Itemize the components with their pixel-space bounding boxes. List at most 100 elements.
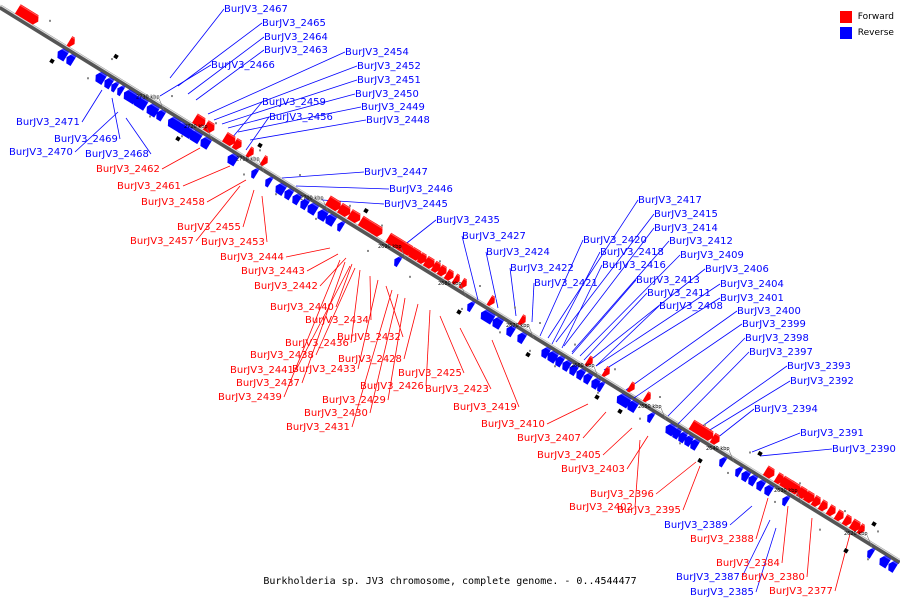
tick-mark [528, 326, 535, 339]
forward-gene-label: BurJV3_2423 [425, 384, 489, 395]
reverse-gene-label: BurJV3_2463 [264, 45, 328, 56]
reverse-leader-line [563, 227, 655, 347]
feature-dot [749, 451, 751, 454]
tick-label: 2730 kbp [136, 95, 160, 101]
forward-gene-6 [245, 146, 257, 158]
reverse-gene-label: BurJV3_2392 [790, 376, 854, 387]
reverse-gene-label: BurJV3_2398 [745, 333, 809, 344]
reverse-leader-line [227, 93, 356, 129]
forward-gene-label: BurJV3_2436 [285, 338, 349, 349]
reverse-gene-label: BurJV3_2418 [600, 247, 664, 258]
forward-gene-28 [601, 366, 613, 377]
forward-gene-5 [231, 137, 245, 150]
reverse-leader-line [207, 51, 346, 115]
reverse-gene-34 [562, 358, 573, 372]
reverse-leader-line [509, 267, 517, 317]
reverse-gene-12 [189, 128, 203, 145]
small-feature [871, 521, 877, 527]
reverse-leader-line [539, 239, 584, 337]
forward-leader-line [834, 533, 851, 592]
forward-gene-23 [451, 273, 463, 285]
reverse-leader-line [693, 365, 788, 433]
coordinate-ticks: 2730 kbp 2720 kbp 2710 kbp 2700 kbp 2690 kbp… [136, 95, 873, 547]
reverse-leader-line [169, 8, 225, 79]
tick-label: 2720 kbp [184, 124, 208, 130]
forward-gene-label: BurJV3_2402 [569, 502, 633, 513]
forward-gene-label: BurJV3_2380 [741, 572, 805, 583]
reverse-gene-32 [547, 349, 560, 364]
forward-gene-11 [347, 209, 363, 224]
feature-dot [149, 115, 151, 118]
reverse-gene-49 [735, 465, 744, 478]
forward-gene-label: BurJV3_2377 [769, 586, 833, 597]
reverse-gene-label: BurJV3_2409 [680, 250, 744, 261]
forward-gene-label: BurJV3_2429 [322, 395, 386, 406]
forward-gene-0 [14, 4, 41, 25]
feature-dot [614, 368, 616, 371]
forward-gene-label: BurJV3_2440 [270, 302, 334, 313]
reverse-gene-label: BurJV3_2450 [355, 89, 419, 100]
forward-gene-17 [408, 246, 424, 261]
forward-leader-line [306, 253, 339, 272]
reverse-gene-label: BurJV3_2456 [269, 112, 333, 123]
feature-dot [799, 482, 801, 485]
forward-gene-29 [626, 381, 638, 393]
forward-gene-24 [458, 277, 470, 289]
feature-dot [639, 417, 641, 420]
feature-dot [679, 442, 681, 445]
reverse-gene-7 [133, 94, 149, 111]
reverse-gene-4 [111, 80, 120, 93]
reverse-gene-label: BurJV3_2446 [389, 184, 453, 195]
reverse-gene-label: BurJV3_2465 [262, 18, 326, 29]
forward-gene-label: BurJV3_2458 [141, 197, 205, 208]
forward-gene-20 [430, 260, 444, 273]
reverse-gene-label: BurJV3_2417 [638, 195, 702, 206]
forward-leader-line [161, 147, 201, 170]
tick-label: 2680 kbp [438, 281, 462, 287]
reverse-leader-line [595, 305, 660, 367]
forward-leader-line [602, 427, 633, 456]
reverse-gene-label: BurJV3_2389 [664, 520, 728, 531]
feature-dot [844, 510, 846, 513]
legend-label-forward: Forward [857, 12, 894, 22]
reverse-leader-line [633, 323, 743, 399]
tick-mark [400, 247, 407, 260]
gene-features [14, 4, 899, 573]
reverse-gene-55 [867, 546, 876, 559]
forward-leader-line [295, 265, 351, 371]
small-feature [113, 53, 119, 60]
reverse-gene-label: BurJV3_2393 [787, 361, 851, 372]
reverse-gene-44 [672, 426, 683, 440]
forward-gene-46 [856, 523, 868, 535]
reverse-leader-line [751, 432, 801, 453]
tick-mark [660, 408, 667, 420]
forward-leader-line [206, 179, 247, 203]
reverse-gene-54 [782, 494, 791, 507]
feature-dot [574, 343, 576, 346]
tick-label: 2660 kbp [571, 363, 595, 369]
reverse-gene-label: BurJV3_2459 [262, 97, 326, 108]
tick-label: 2620 kbp [844, 531, 868, 537]
reverse-gene-45 [678, 430, 689, 444]
reverse-leader-line [237, 106, 362, 133]
forward-gene-label: BurJV3_2405 [537, 450, 601, 461]
reverse-gene-8 [146, 102, 160, 118]
feature-dot [539, 322, 541, 324]
reverse-leader-line [595, 283, 721, 367]
forward-gene-label: BurJV3_2438 [250, 350, 314, 361]
feature-dot [111, 58, 113, 61]
feature-dot [819, 528, 821, 531]
tick-mark [866, 535, 873, 547]
reverse-leader-line [741, 519, 771, 578]
forward-gene-label: BurJV3_2432 [337, 332, 401, 343]
reverse-gene-0 [57, 47, 70, 62]
reverse-gene-39 [597, 380, 606, 393]
feature-dot [409, 275, 411, 278]
feature-dot [259, 149, 261, 152]
feature-dot [243, 173, 245, 176]
reverse-gene-label: BurJV3_2401 [720, 293, 784, 304]
figure-caption: Burkholderia sp. JV3 chromosome, complet… [263, 576, 637, 587]
reverse-gene-label: BurJV3_2447 [364, 167, 428, 178]
forward-leader-line [315, 267, 356, 356]
